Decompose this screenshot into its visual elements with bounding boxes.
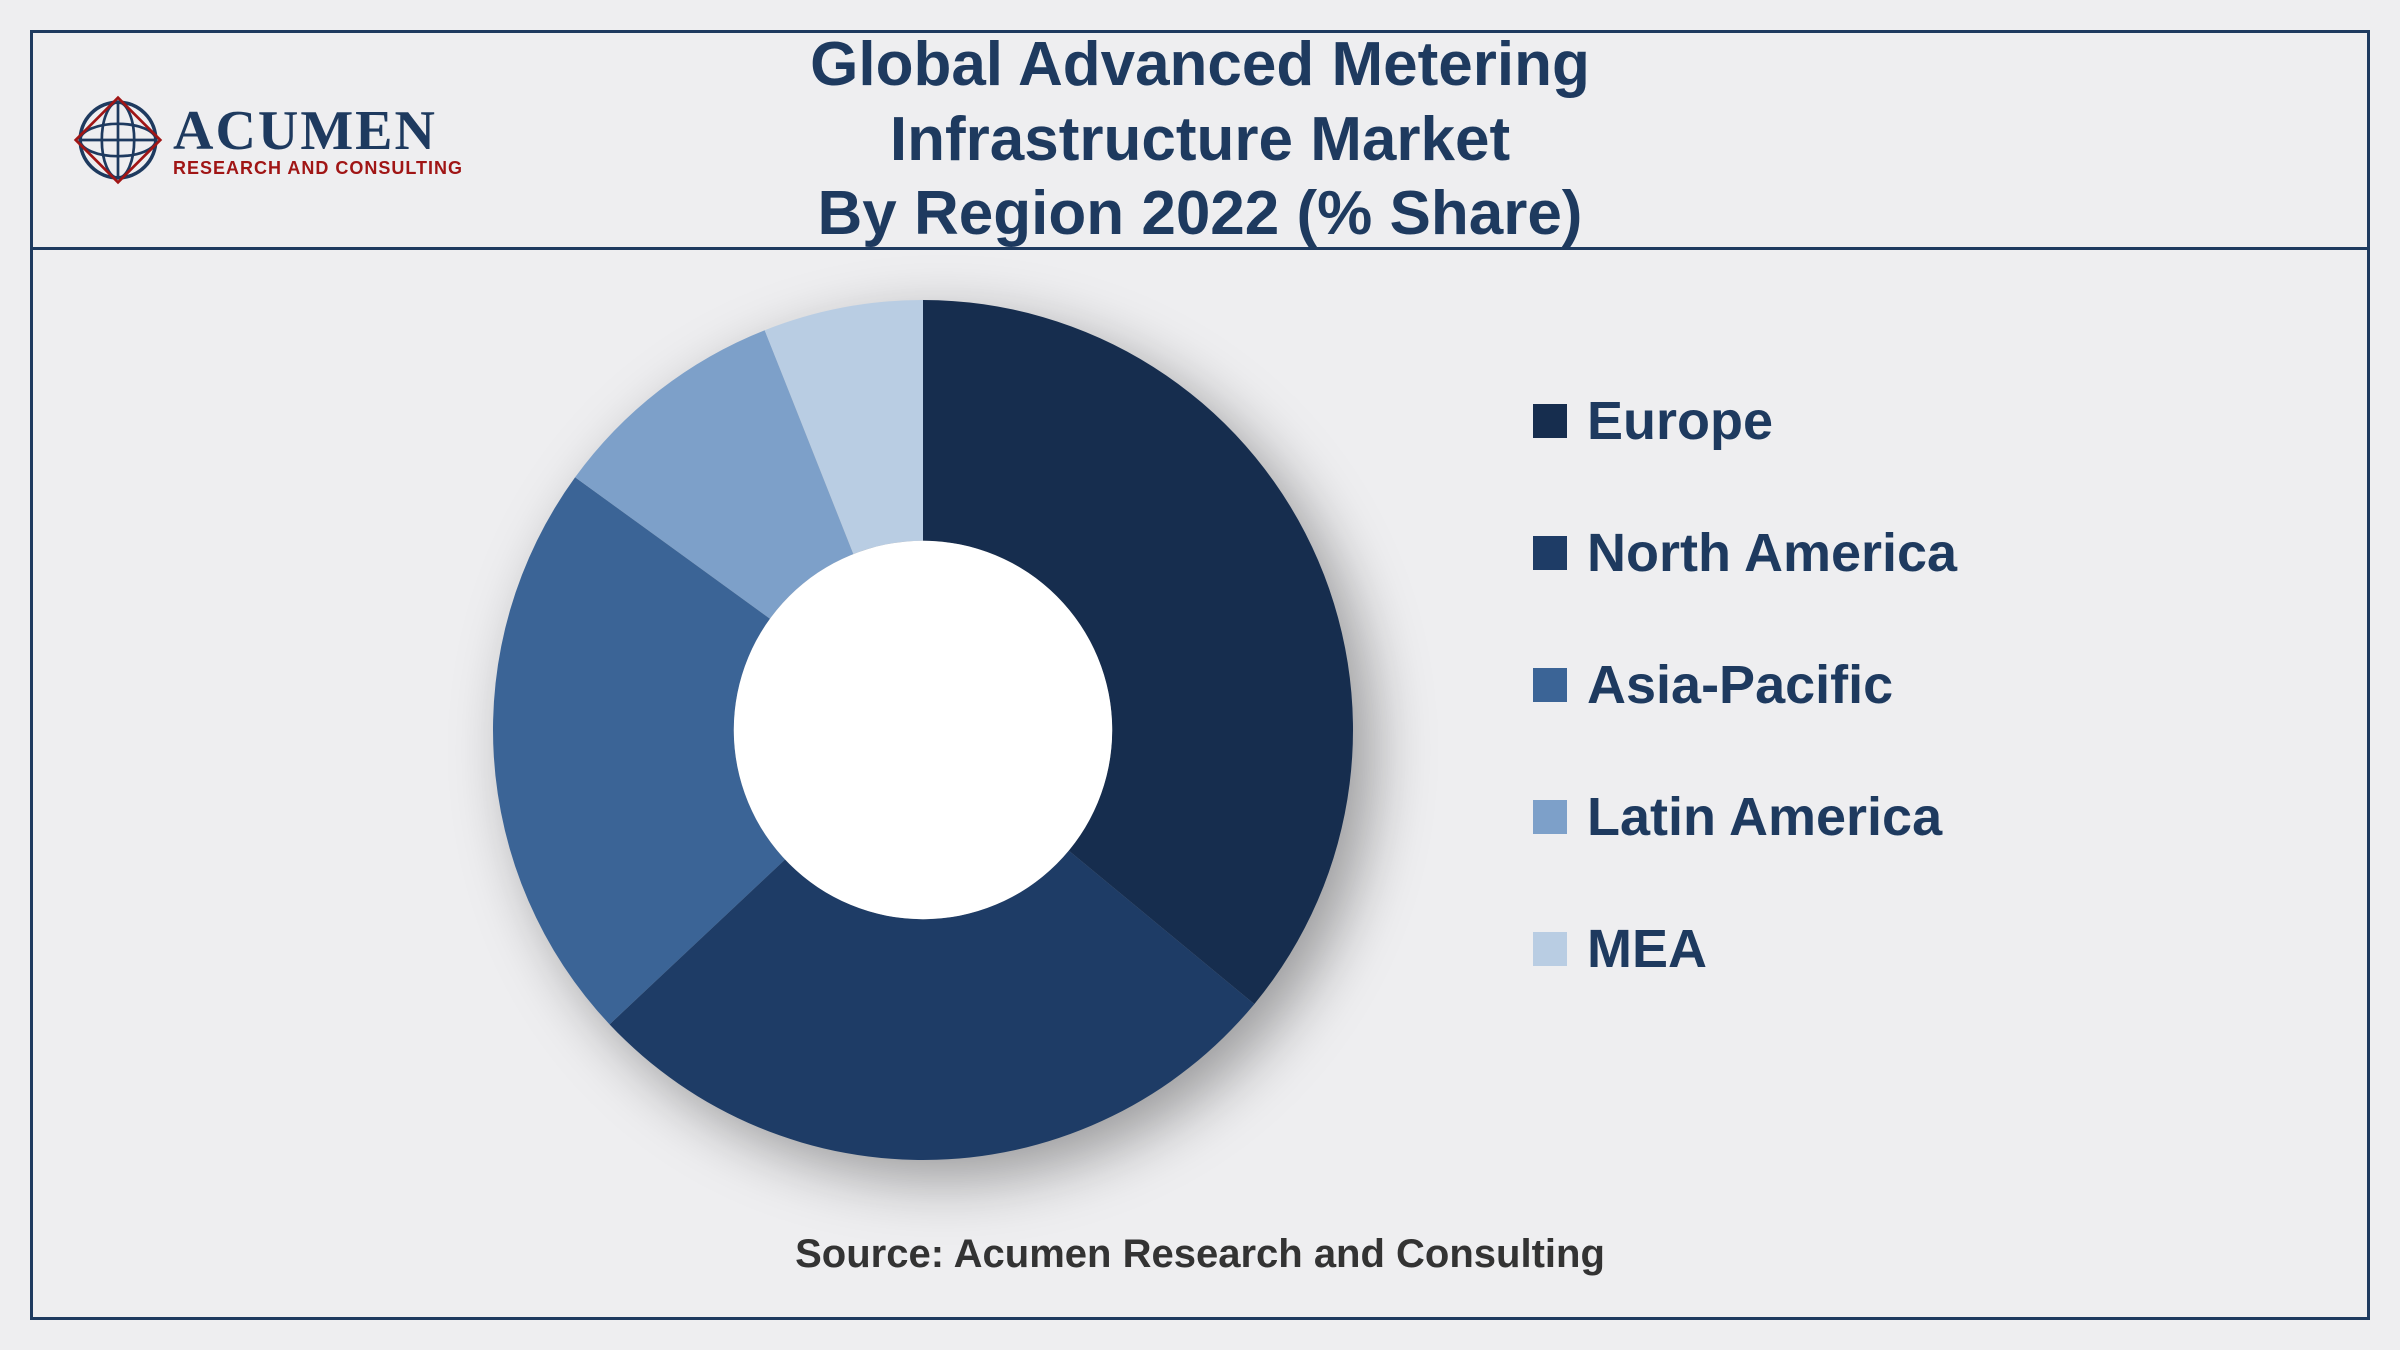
legend-marker xyxy=(1533,536,1567,570)
legend-item: Europe xyxy=(1533,390,1957,452)
legend-item: North America xyxy=(1533,522,1957,584)
legend-marker xyxy=(1533,668,1567,702)
chart-title: Global Advanced Metering Infrastructure … xyxy=(617,28,1784,251)
title-line-2: By Region 2022 (% Share) xyxy=(617,177,1784,251)
legend-item: Asia-Pacific xyxy=(1533,654,1957,716)
chart-legend: Europe North America Asia-Pacific Latin Ame… xyxy=(1533,390,1957,980)
logo-sub-text: RESEARCH AND CONSULTING xyxy=(173,159,463,177)
donut-chart xyxy=(473,280,1373,1180)
donut-hole xyxy=(734,541,1112,919)
legend-marker xyxy=(1533,932,1567,966)
header-bar: ACUMEN RESEARCH AND CONSULTING Global Ad… xyxy=(30,30,2370,250)
company-logo: ACUMEN RESEARCH AND CONSULTING xyxy=(73,95,463,185)
globe-icon xyxy=(73,95,163,185)
legend-item: MEA xyxy=(1533,918,1957,980)
legend-label: MEA xyxy=(1587,918,1707,980)
source-attribution: Source: Acumen Research and Consulting xyxy=(795,1232,1605,1277)
legend-label: Asia-Pacific xyxy=(1587,654,1893,716)
chart-panel: Europe North America Asia-Pacific Latin Ame… xyxy=(30,250,2370,1320)
legend-marker xyxy=(1533,404,1567,438)
title-line-1: Global Advanced Metering Infrastructure … xyxy=(617,28,1784,177)
legend-label: Europe xyxy=(1587,390,1773,452)
legend-item: Latin America xyxy=(1533,786,1957,848)
legend-marker xyxy=(1533,800,1567,834)
legend-label: Latin America xyxy=(1587,786,1942,848)
legend-label: North America xyxy=(1587,522,1957,584)
logo-main-text: ACUMEN xyxy=(173,103,463,159)
donut-svg xyxy=(473,280,1373,1180)
logo-text: ACUMEN RESEARCH AND CONSULTING xyxy=(173,103,463,177)
